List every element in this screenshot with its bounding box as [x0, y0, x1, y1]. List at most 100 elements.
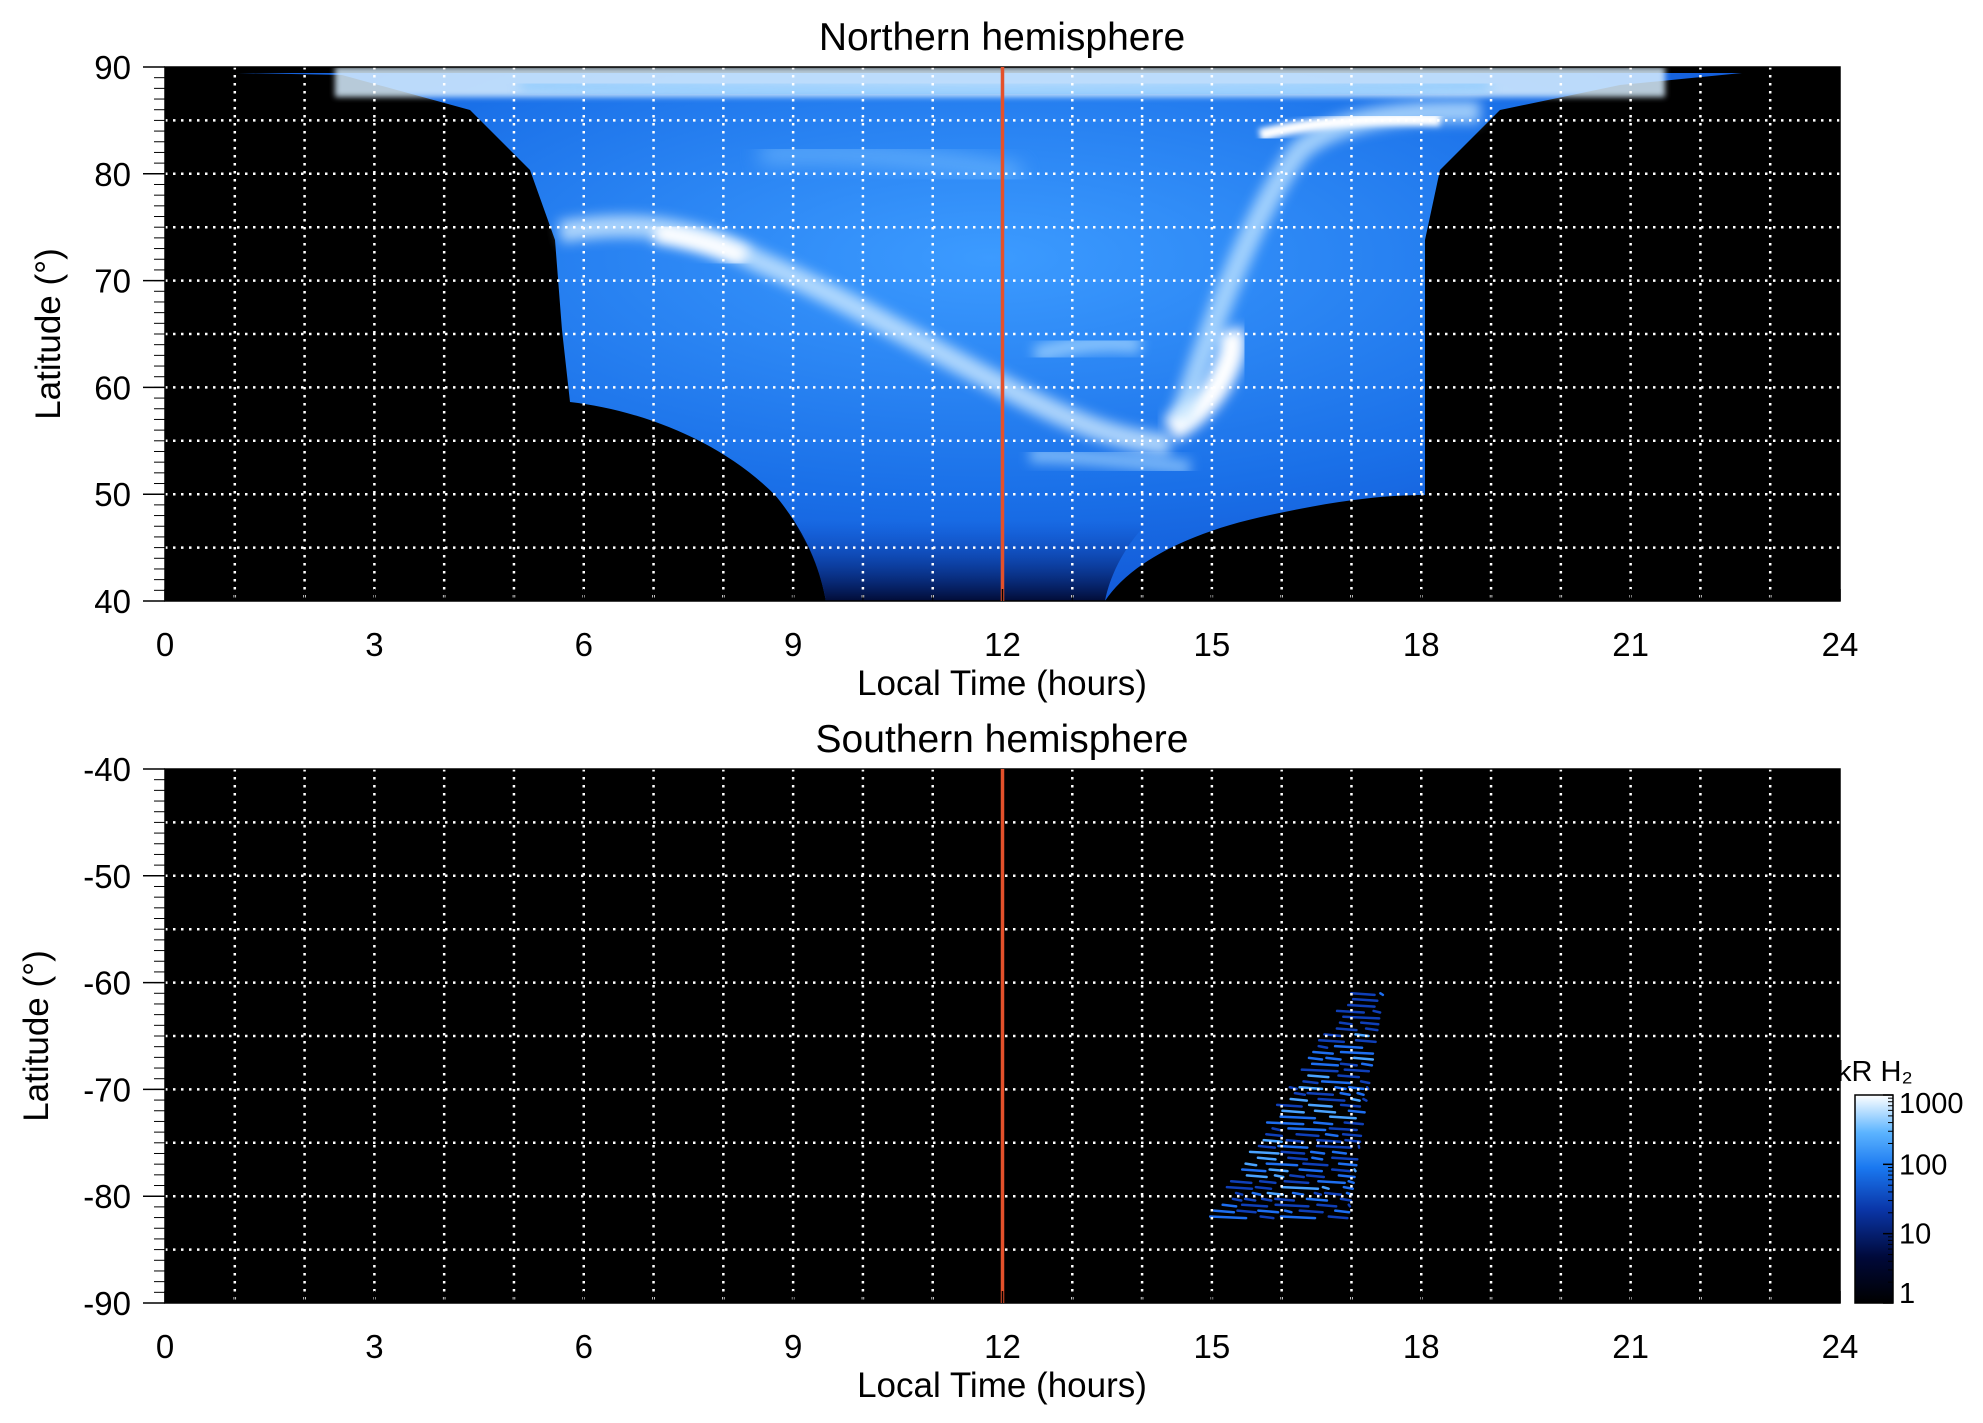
south-streak: [1236, 1209, 1257, 1214]
south-streak: [1315, 1144, 1353, 1149]
south-streak: [1334, 1209, 1351, 1214]
south-streak: [1225, 1185, 1254, 1190]
south-streak: [1339, 1062, 1358, 1067]
south-streak: [1262, 1138, 1283, 1143]
south-streak: [1339, 1050, 1375, 1055]
south-streak: [1208, 1215, 1248, 1220]
north-ytick-label: 70: [94, 263, 131, 300]
south-streak: [1343, 1121, 1365, 1126]
south-streak: [1356, 1091, 1365, 1096]
south-grid: [165, 769, 1840, 1303]
south-streak: [1333, 1044, 1364, 1049]
colorbar-ticks: 1000 100 10 1: [1883, 1088, 1964, 1310]
south-streak: [1306, 1091, 1335, 1096]
south-streak: [1256, 1156, 1277, 1161]
south-streak: [1298, 1209, 1324, 1214]
south-streak: [1354, 1039, 1377, 1044]
south-streak: [1350, 992, 1376, 997]
south-streak: [1307, 1074, 1330, 1079]
south-streak: [1273, 1174, 1285, 1179]
north-xtick-label: 3: [365, 626, 383, 663]
south-streak: [1240, 1168, 1267, 1173]
north-xtick-label: 15: [1194, 626, 1231, 663]
north-xtick-label: 21: [1612, 626, 1649, 663]
south-streak: [1334, 1086, 1347, 1091]
south-streak: [1231, 1197, 1243, 1202]
north-ytick-label: 50: [94, 476, 131, 513]
south-streak: [1317, 1097, 1346, 1102]
south-streak: [1279, 1115, 1317, 1120]
south-streak: [1310, 1062, 1340, 1067]
south-streak: [1307, 1103, 1333, 1108]
south-streak: [1244, 1162, 1258, 1167]
south-streak: [1338, 1021, 1353, 1026]
south-streak: [1365, 1086, 1370, 1091]
south-streak: [1312, 1121, 1334, 1126]
south-streak: [1293, 1091, 1307, 1096]
south-xlabel: Local Time (hours): [857, 1366, 1147, 1405]
south-streak: [1277, 1144, 1309, 1149]
south-streak: [1360, 1062, 1374, 1067]
south-streak: [1337, 1174, 1356, 1179]
south-streak: [1341, 1133, 1363, 1138]
south-ytick-label: -40: [83, 751, 131, 788]
south-streak: [1265, 1121, 1305, 1126]
south-xtick-label: 24: [1822, 1328, 1859, 1365]
north-xtick-label: 9: [784, 626, 802, 663]
north-morning-arc-peak: [653, 222, 750, 268]
south-streak: [1342, 1015, 1381, 1020]
south-streak: [1283, 1179, 1310, 1185]
south-streak: [1352, 1056, 1375, 1061]
south-streak: [1248, 1150, 1280, 1155]
south-streak: [1327, 1215, 1349, 1220]
south-streak: [1379, 992, 1385, 997]
south-streak: [1287, 1156, 1309, 1161]
south-streak: [1289, 1097, 1309, 1102]
colorbar-tick-label: 1000: [1899, 1088, 1964, 1120]
south-streak: [1372, 1009, 1382, 1014]
colorbar-scale: [1854, 1094, 1894, 1304]
south-streak: [1347, 1109, 1366, 1114]
south-streak: [1315, 1138, 1342, 1143]
south-xtick-label: 3: [365, 1328, 383, 1365]
south-streak: [1347, 1203, 1352, 1208]
north-xtick-label: 6: [575, 626, 593, 663]
south-streak: [1339, 1091, 1351, 1096]
south-streak: [1243, 1197, 1257, 1202]
south-streak: [1259, 1215, 1275, 1220]
colorbar-tick-label: 1: [1899, 1278, 1915, 1310]
north-title: Northern hemisphere: [819, 16, 1185, 59]
south-streak: [1295, 1133, 1320, 1138]
south-streak: [1313, 1109, 1337, 1114]
south-xtick-label: 0: [156, 1328, 174, 1365]
south-xtick-label: 6: [575, 1328, 593, 1365]
south-streak: [1221, 1203, 1238, 1208]
north-ytick-label: 90: [94, 49, 131, 86]
colorbar-tick-label: 100: [1899, 1149, 1947, 1181]
north-low-lat-fade: [790, 520, 1150, 601]
south-ytick-label: -70: [83, 1071, 131, 1108]
north-ytick-label: 40: [94, 583, 131, 620]
south-streak: [1291, 1191, 1305, 1196]
south-streak: [1312, 1050, 1334, 1055]
south-streak: [1353, 1168, 1357, 1173]
south-ytick-label: -50: [83, 858, 131, 895]
south-streak: [1281, 1109, 1305, 1114]
south-streak: [1212, 1209, 1236, 1214]
south-streak: [1271, 1127, 1282, 1132]
south-streak: [1280, 1150, 1306, 1155]
south-axes: 0 3 6 9 12 15 18 21 24 -40 -50 -60 -70 -80 -90: [83, 751, 1858, 1365]
south-streak: [1359, 1080, 1371, 1085]
south-streak: [1268, 1168, 1289, 1173]
south-streak: [1331, 1150, 1348, 1155]
south-streak: [1305, 1174, 1326, 1179]
south-streak: [1258, 1179, 1277, 1185]
north-heatmap: [238, 67, 1742, 601]
south-xtick-label: 12: [984, 1328, 1021, 1365]
south-streak: [1331, 1156, 1359, 1161]
north-ytick-label: 80: [94, 156, 131, 193]
south-streak: [1362, 1097, 1368, 1102]
south-streak: [1279, 1215, 1317, 1220]
south-streak: [1344, 1138, 1362, 1143]
